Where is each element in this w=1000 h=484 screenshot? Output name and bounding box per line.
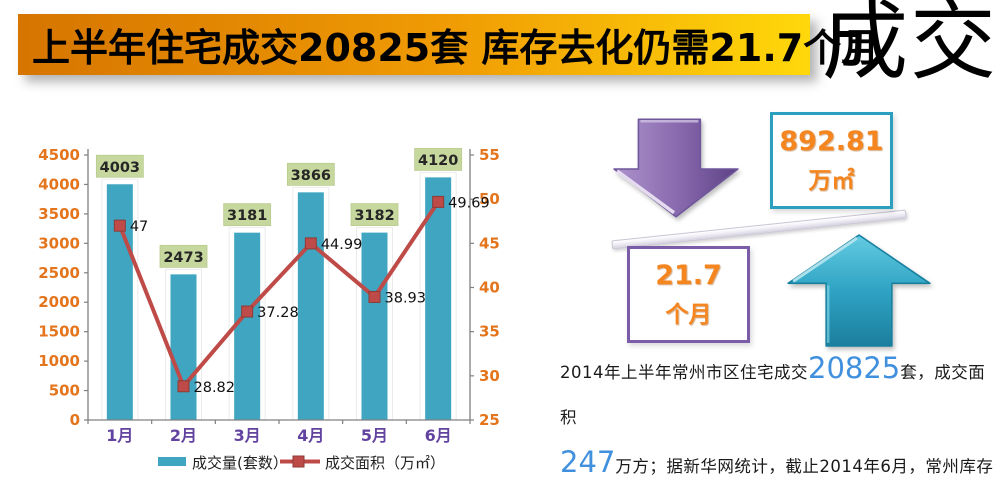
x-axis-label: 5月 bbox=[361, 426, 388, 445]
page-title: 上半年住宅成交20825套 库存去化仍需21.7个月 bbox=[32, 26, 880, 70]
bar bbox=[234, 232, 261, 420]
y-axis-left-label: 0 bbox=[70, 411, 80, 429]
line-value-label: 47 bbox=[130, 219, 148, 235]
y-axis-left-label: 4500 bbox=[38, 146, 80, 164]
bar-value-label: 3182 bbox=[354, 208, 394, 224]
bar-value-label: 3866 bbox=[291, 168, 331, 184]
summary-highlight-area: 247 bbox=[560, 445, 616, 479]
combo-chart: 0 500 1000 1500 2000 2500 3000 3500 4000 4500 25 30… bbox=[30, 135, 510, 483]
y-axis-right-label: 35 bbox=[479, 323, 500, 341]
series-line bbox=[117, 200, 440, 389]
line-point-marker bbox=[368, 290, 381, 303]
y-axis-right-label: 45 bbox=[479, 234, 500, 252]
y-axis-left-label: 2000 bbox=[38, 293, 80, 311]
line-value-label: 28.82 bbox=[194, 380, 236, 396]
line-point-marker bbox=[432, 195, 445, 208]
line-point-marker bbox=[304, 237, 317, 250]
bar-value-label-box bbox=[350, 203, 399, 227]
y-axis-left-label: 1500 bbox=[38, 323, 80, 341]
x-axis-label: 2月 bbox=[170, 426, 197, 445]
bar bbox=[361, 232, 388, 420]
bar-value-label: 2473 bbox=[163, 250, 203, 266]
y-axis-right-label: 30 bbox=[479, 367, 500, 385]
x-axis-label: 4月 bbox=[297, 426, 324, 445]
bar-value-label-box bbox=[286, 162, 335, 186]
watermark-chengjiao: 成交 bbox=[822, 0, 998, 92]
chart-canvas: 0 500 1000 1500 2000 2500 3000 3500 4000 4500 25 30… bbox=[38, 146, 500, 472]
legend-label-area: 成交面积（万㎡） bbox=[325, 454, 445, 472]
title-banner: 上半年住宅成交20825套 库存去化仍需21.7个月 bbox=[18, 14, 879, 75]
legend-marker-area bbox=[292, 455, 305, 468]
bar-value-label-box bbox=[223, 203, 272, 227]
line-value-label: 49.69 bbox=[448, 195, 490, 211]
summary-run: 套，成交面积 bbox=[560, 363, 986, 427]
y-axis-left-label: 500 bbox=[49, 382, 80, 400]
x-axis-label: 1月 bbox=[106, 426, 133, 445]
summary-run: 万方；据新华网统计，截止2014年6月，常州库存 bbox=[615, 457, 994, 476]
area-box: 892.81 万㎡ bbox=[770, 112, 893, 209]
bar-value-label-box bbox=[159, 244, 208, 268]
y-axis-left-label: 2500 bbox=[38, 264, 80, 282]
y-axis-left-label: 1000 bbox=[38, 352, 80, 370]
teal-up-arrow-icon bbox=[787, 234, 931, 347]
line-point-marker bbox=[177, 380, 190, 393]
summary-paragraph: 2014年上半年常州市区住宅成交20825套，成交面积 247万方；据新华网统计… bbox=[560, 346, 998, 484]
line-point-marker bbox=[241, 305, 254, 318]
x-axis-label: 3月 bbox=[234, 426, 261, 445]
legend-label-volume: 成交量(套数） bbox=[192, 454, 288, 472]
line-value-label: 38.93 bbox=[385, 290, 427, 306]
y-axis-right-label: 55 bbox=[479, 146, 500, 164]
bar-value-label: 4120 bbox=[418, 153, 458, 169]
y-axis-left-label: 4000 bbox=[38, 175, 80, 193]
line-value-label: 44.99 bbox=[321, 237, 363, 253]
y-axis-right-label: 50 bbox=[479, 190, 500, 208]
y-axis-right-label: 25 bbox=[479, 411, 500, 429]
bar bbox=[297, 192, 324, 420]
line-value-label: 37.28 bbox=[257, 305, 299, 321]
summary-highlight-units: 20825 bbox=[808, 351, 901, 385]
legend-swatch-volume bbox=[158, 457, 186, 466]
months-box: 21.7 个月 bbox=[627, 246, 750, 343]
bar-value-label: 3181 bbox=[227, 208, 267, 224]
y-axis-right-label: 40 bbox=[479, 279, 500, 297]
months-unit: 个月 bbox=[665, 302, 712, 328]
months-value: 21.7 bbox=[655, 260, 722, 291]
bar bbox=[170, 274, 197, 420]
area-value: 892.81 bbox=[779, 126, 884, 157]
y-axis-left-label: 3000 bbox=[38, 234, 80, 252]
area-unit: 万㎡ bbox=[808, 168, 855, 194]
y-axis-left-label: 3500 bbox=[38, 205, 80, 223]
x-axis-label: 6月 bbox=[425, 426, 452, 445]
bar-value-label-box bbox=[95, 154, 144, 178]
bar-value-label-box bbox=[414, 147, 463, 171]
purple-down-arrow-icon bbox=[613, 118, 739, 218]
line-point-marker bbox=[113, 219, 126, 232]
summary-run: 2014年上半年常州市区住宅成交 bbox=[560, 363, 808, 382]
bar-value-label: 4003 bbox=[100, 160, 140, 176]
